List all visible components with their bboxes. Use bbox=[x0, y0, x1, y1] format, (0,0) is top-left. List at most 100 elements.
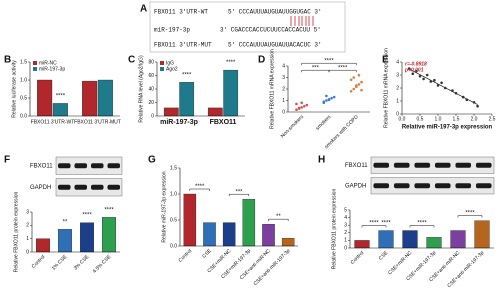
blot-band bbox=[475, 183, 492, 189]
data-point bbox=[300, 106, 303, 109]
y-tick-label: 5 bbox=[344, 207, 347, 213]
data-point bbox=[433, 78, 436, 82]
significance-label: **** bbox=[82, 213, 92, 219]
significance-bracket bbox=[457, 215, 483, 218]
x-tick-label: 1% CSE bbox=[51, 254, 69, 272]
y-tick-label: 1.0 bbox=[20, 77, 27, 83]
significance-label: **** bbox=[195, 184, 205, 190]
blot-band bbox=[107, 163, 121, 169]
data-point bbox=[327, 98, 331, 102]
panel-label: F bbox=[4, 155, 10, 166]
significance-label: **** bbox=[324, 58, 334, 64]
blot-band bbox=[107, 184, 121, 190]
bar bbox=[281, 238, 295, 247]
significance-label: **** bbox=[56, 93, 66, 99]
x-tick-label: 1.5 bbox=[453, 116, 460, 122]
sequence-name: FBXO11 3'UTR-MUT bbox=[154, 42, 212, 49]
bar bbox=[37, 79, 53, 117]
legend-swatch bbox=[33, 67, 37, 71]
data-point bbox=[411, 72, 415, 75]
x-tick-label: Control bbox=[31, 254, 47, 270]
x-tick-label: 1.0 bbox=[435, 116, 442, 122]
bar bbox=[450, 230, 466, 249]
blot-band bbox=[434, 183, 451, 189]
y-tick-label: 1.5 bbox=[20, 59, 27, 65]
bar bbox=[97, 79, 113, 117]
y-tick-label: 1.5 bbox=[170, 165, 177, 171]
x-tick-label: smokers bbox=[315, 114, 333, 132]
y-tick-label: 0.0 bbox=[20, 113, 27, 119]
x-tick-label: FBXO11 3'UTR-WT bbox=[31, 119, 75, 125]
blot-frame bbox=[370, 177, 495, 195]
sequence: 5' CCCAUUUAUGUAUUACACUC 3' bbox=[228, 42, 322, 49]
pairing-lines bbox=[290, 16, 314, 26]
legend-label: Ago2 bbox=[166, 66, 178, 72]
x-tick-label: FBXO11 bbox=[210, 119, 237, 126]
y-tick-label: 20 bbox=[148, 100, 154, 106]
y-tick-label: 0.5 bbox=[20, 95, 27, 101]
y-tick-label: 3 bbox=[282, 75, 285, 81]
data-point bbox=[440, 81, 443, 85]
blot-label: GAPDH bbox=[345, 183, 366, 189]
significance-label: *** bbox=[312, 65, 320, 71]
bar bbox=[222, 222, 236, 247]
sequence: 5' CCCAUUUAUGUAUUGGUGAC 3' bbox=[228, 9, 322, 16]
bar bbox=[426, 237, 442, 249]
significance-label: **** bbox=[338, 65, 348, 71]
y-axis-title: Relative luciferase activity bbox=[11, 60, 17, 118]
significance-bracket bbox=[268, 218, 289, 222]
bar bbox=[80, 222, 94, 253]
data-point bbox=[352, 76, 356, 79]
x-tick-label: FBXO11 3'UTR-MUT bbox=[74, 119, 121, 125]
y-tick-label: 1 bbox=[344, 238, 347, 244]
y-tick-label: 3 bbox=[344, 223, 347, 229]
x-tick-label: Non-smokers bbox=[280, 114, 306, 140]
y-axis-title: Relative FBXO11 mRNA expression bbox=[383, 48, 389, 128]
significance-label: ** bbox=[63, 219, 68, 225]
x-tick-label: miR-197-3p bbox=[160, 119, 198, 126]
data-point bbox=[349, 90, 353, 93]
panel-label: E bbox=[382, 55, 389, 66]
significance-bracket bbox=[409, 225, 435, 228]
significance-label: **** bbox=[104, 207, 114, 213]
sequence: 3' CGACCCACCUCUUCCACCACUU 5' bbox=[220, 27, 321, 34]
data-point bbox=[330, 96, 333, 100]
panel-label: D bbox=[258, 55, 265, 66]
data-point bbox=[322, 100, 326, 103]
y-axis-title: Relative FBXO11 protein expression bbox=[331, 189, 337, 270]
blot-band bbox=[373, 183, 390, 189]
bar bbox=[52, 103, 68, 117]
bar bbox=[402, 230, 418, 249]
data-point bbox=[454, 91, 458, 95]
y-tick-label: 40 bbox=[148, 86, 154, 92]
y-tick-label: 0 bbox=[344, 245, 347, 251]
blot-band bbox=[74, 163, 88, 169]
blot-label: GAPDH bbox=[30, 185, 51, 191]
y-tick-label: 2 bbox=[344, 230, 347, 236]
data-point bbox=[425, 73, 429, 77]
x-tick-label: 0.0 bbox=[399, 116, 406, 122]
x-tick-label: CSE bbox=[378, 250, 390, 262]
stat-label: p<0.001 bbox=[404, 67, 424, 73]
y-tick-label: 0 bbox=[26, 249, 29, 255]
data-point bbox=[415, 69, 418, 73]
y-axis-title: Relative FBXO11 mRNA expression bbox=[269, 49, 275, 129]
blot-band bbox=[434, 162, 451, 168]
data-point bbox=[443, 86, 447, 90]
data-point bbox=[357, 83, 361, 86]
data-point bbox=[360, 80, 363, 84]
bar bbox=[102, 217, 116, 253]
blot-band bbox=[90, 163, 104, 169]
x-tick-label: CSE+anti-miR-197-3p bbox=[253, 248, 292, 287]
legend-label: IgG bbox=[166, 60, 174, 66]
bar bbox=[203, 222, 216, 247]
data-point bbox=[302, 104, 306, 108]
blot-band bbox=[74, 184, 88, 190]
bar bbox=[262, 224, 275, 247]
y-tick-label: 1 bbox=[26, 236, 29, 242]
bar bbox=[179, 82, 195, 117]
significance-label: **** bbox=[417, 221, 427, 227]
y-tick-label: 1 bbox=[396, 98, 399, 104]
panel-label: B bbox=[4, 55, 11, 66]
data-point bbox=[422, 77, 425, 81]
